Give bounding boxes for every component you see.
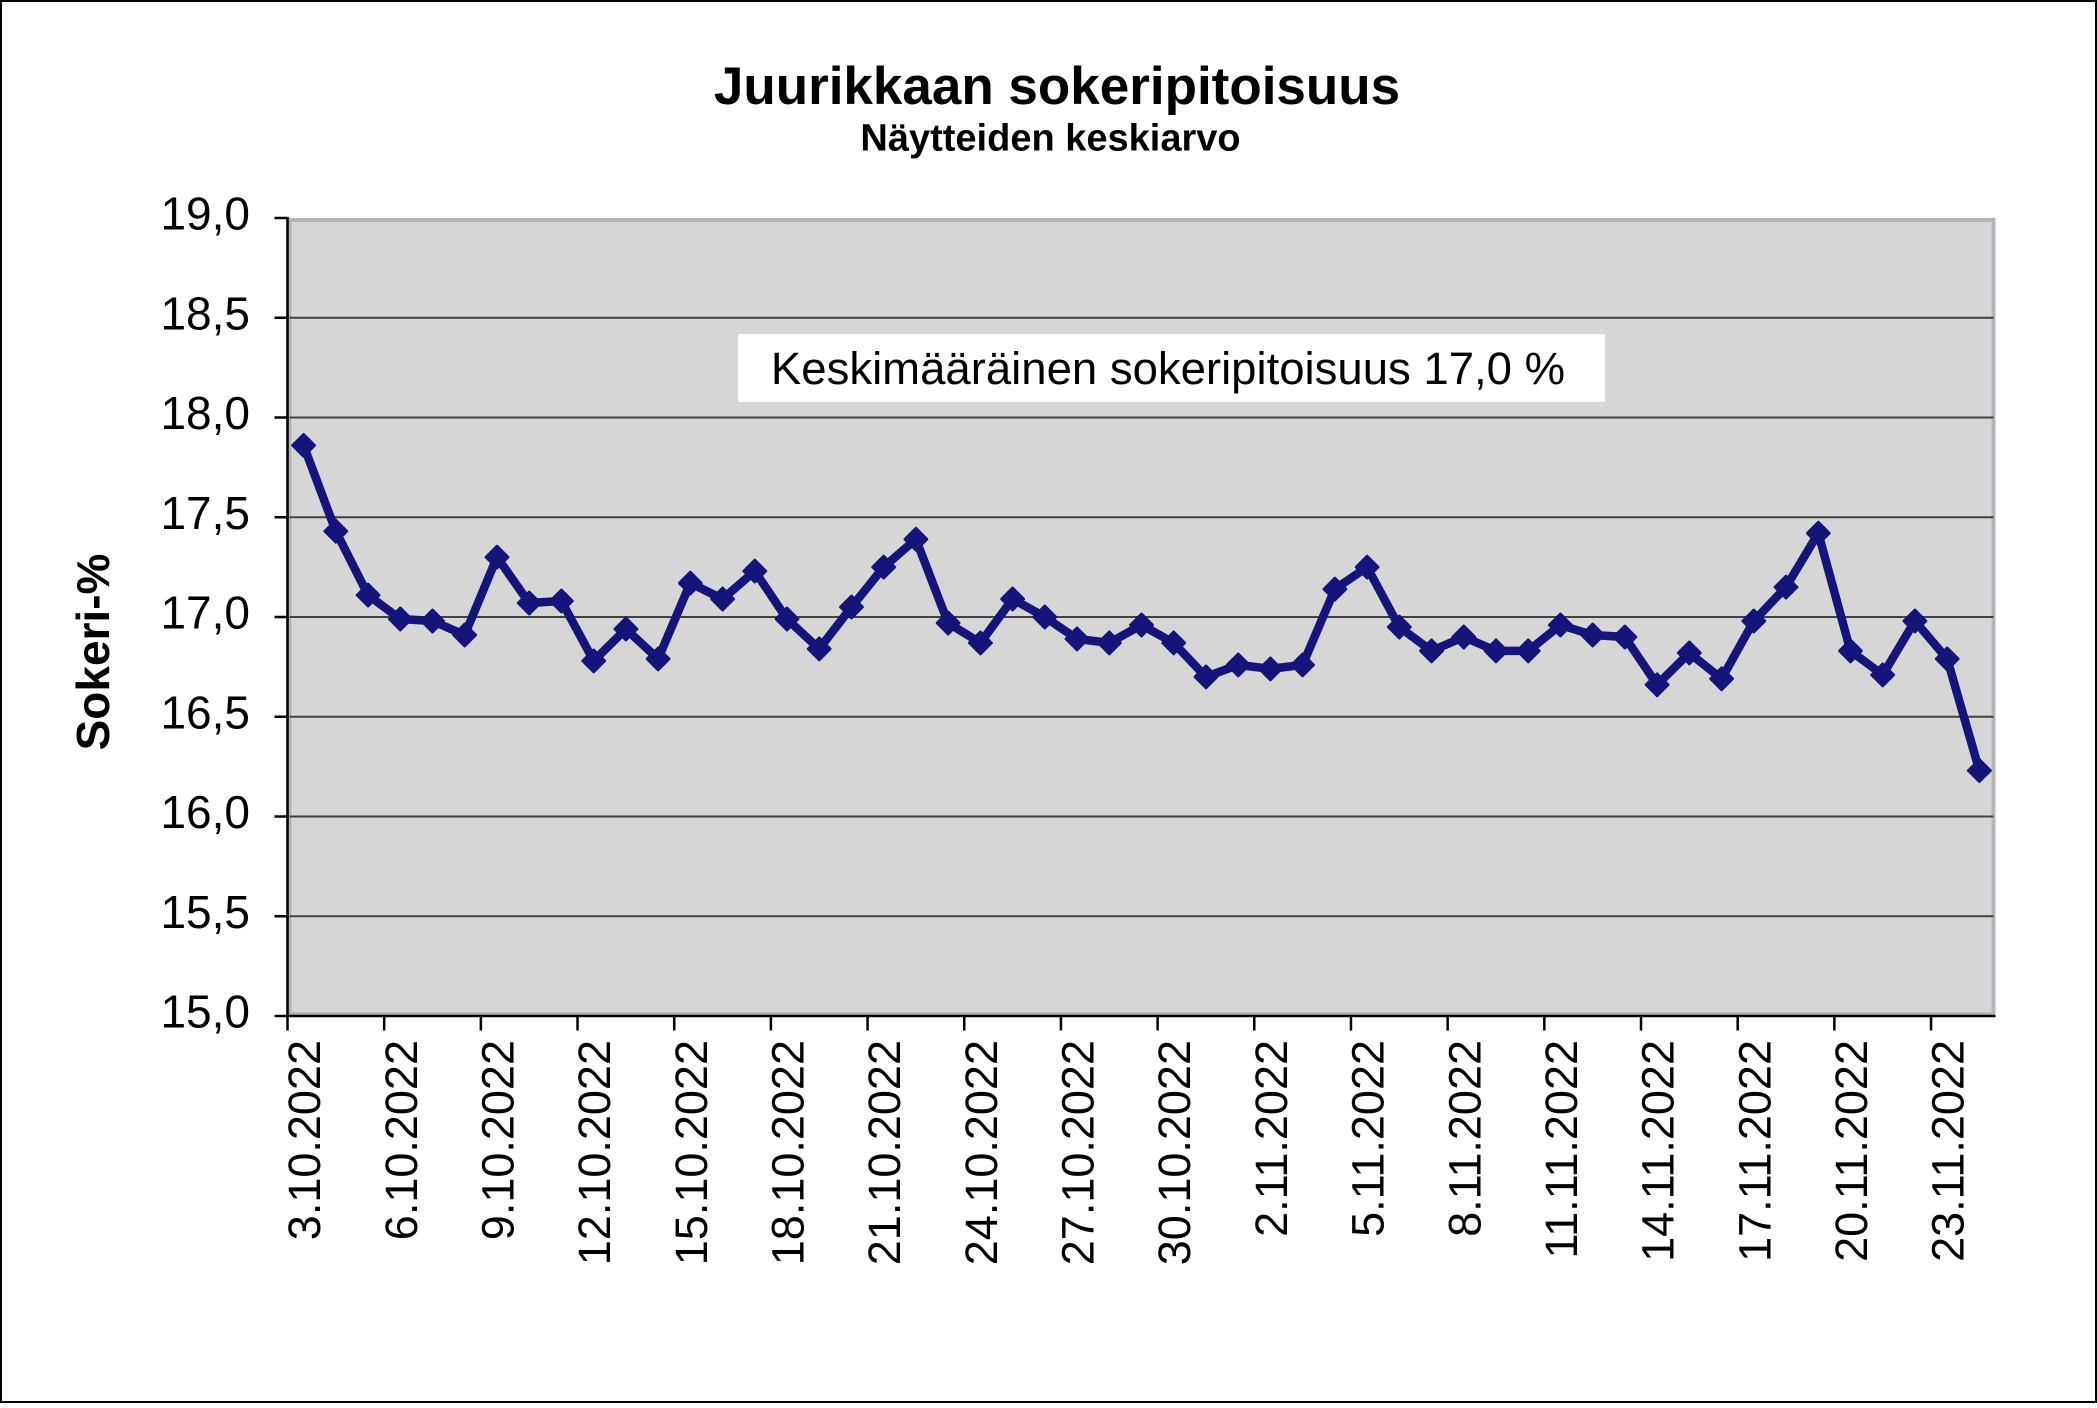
- svg-text:Juurikkaan sokeripitoisuus: Juurikkaan sokeripitoisuus: [714, 57, 1400, 116]
- svg-text:19,0: 19,0: [160, 188, 250, 240]
- svg-text:30.10.2022: 30.10.2022: [1149, 1040, 1200, 1265]
- svg-text:Keskimääräinen sokeripitoisuus: Keskimääräinen sokeripitoisuus 17,0 %: [771, 343, 1565, 394]
- svg-text:21.10.2022: 21.10.2022: [859, 1040, 910, 1265]
- svg-text:15,5: 15,5: [160, 886, 250, 938]
- svg-text:2.11.2022: 2.11.2022: [1246, 1040, 1297, 1237]
- svg-text:9.10.2022: 9.10.2022: [472, 1040, 523, 1240]
- svg-text:20.11.2022: 20.11.2022: [1826, 1040, 1877, 1262]
- svg-text:15,0: 15,0: [160, 986, 250, 1038]
- svg-text:11.11.2022: 11.11.2022: [1536, 1040, 1587, 1259]
- svg-text:14.11.2022: 14.11.2022: [1633, 1040, 1684, 1262]
- svg-text:8.11.2022: 8.11.2022: [1439, 1040, 1490, 1237]
- svg-text:23.11.2022: 23.11.2022: [1923, 1040, 1974, 1262]
- svg-text:16,0: 16,0: [160, 786, 250, 838]
- svg-text:24.10.2022: 24.10.2022: [956, 1040, 1007, 1265]
- svg-text:5.11.2022: 5.11.2022: [1343, 1040, 1394, 1237]
- svg-text:17,5: 17,5: [160, 487, 250, 539]
- svg-text:17,0: 17,0: [160, 587, 250, 639]
- svg-text:Näytteiden keskiarvo: Näytteiden keskiarvo: [860, 118, 1240, 160]
- svg-text:16,5: 16,5: [160, 686, 250, 738]
- svg-text:18.10.2022: 18.10.2022: [763, 1040, 814, 1265]
- svg-text:6.10.2022: 6.10.2022: [376, 1040, 427, 1240]
- svg-text:Sokeri-%: Sokeri-%: [67, 554, 119, 751]
- svg-text:18,5: 18,5: [160, 287, 250, 339]
- svg-text:12.10.2022: 12.10.2022: [569, 1040, 620, 1265]
- svg-text:15.10.2022: 15.10.2022: [666, 1040, 717, 1265]
- svg-text:18,0: 18,0: [160, 387, 250, 439]
- svg-text:17.11.2022: 17.11.2022: [1729, 1040, 1780, 1262]
- svg-text:3.10.2022: 3.10.2022: [279, 1040, 330, 1240]
- svg-text:27.10.2022: 27.10.2022: [1053, 1040, 1104, 1265]
